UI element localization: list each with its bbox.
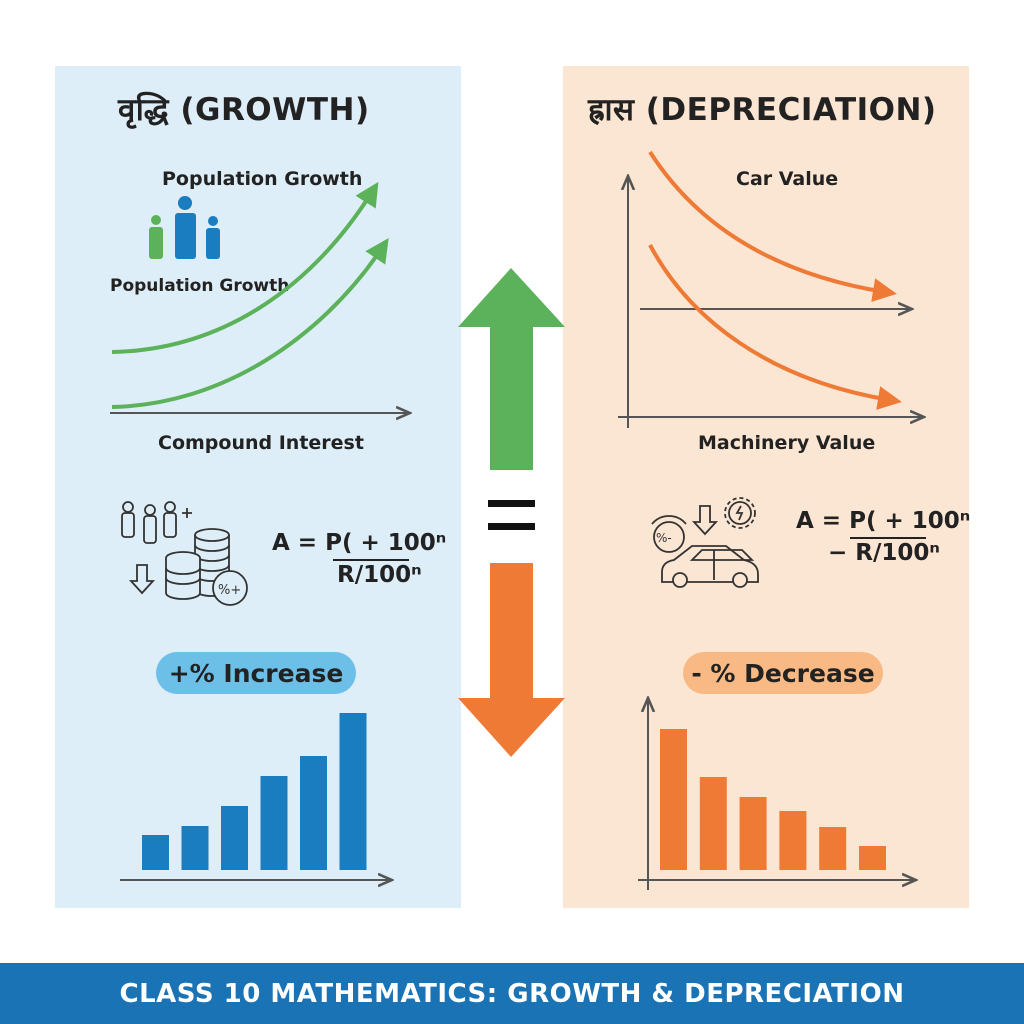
svg-text:%+: %+ — [218, 583, 241, 598]
up-arrow-icon — [458, 268, 565, 470]
growth-bar-chart — [142, 713, 367, 870]
bar-3 — [739, 797, 767, 870]
bar-4 — [779, 811, 807, 870]
bar-5 — [300, 756, 327, 870]
depreciation-panel — [563, 66, 969, 908]
percent-cycle-icon: %- — [651, 515, 687, 553]
footer-banner: CLASS 10 MATHEMATICS: GROWTH & DEPRECIAT… — [0, 963, 1024, 1024]
growth-formula-bar — [333, 559, 409, 561]
coin-stack-icon — [165, 528, 230, 600]
growth-icons: %+ — [121, 501, 248, 606]
growth-panel — [55, 66, 461, 908]
growth-curve-chart — [110, 181, 408, 413]
bar-6 — [859, 846, 886, 870]
depreciation-formula-bottom: − R/100ⁿ — [828, 540, 940, 566]
depreciation-formula-bar — [850, 537, 926, 539]
growth-label-top: Population Growth — [162, 168, 363, 190]
equals-icon — [488, 500, 535, 530]
depreciation-formula-top: A = P( + 100ⁿ — [796, 508, 971, 534]
bar-1 — [142, 835, 169, 870]
down-arrow-icon — [128, 564, 156, 595]
growth-formula-bottom: R/100ⁿ — [337, 562, 422, 588]
people-icon — [149, 196, 220, 259]
percent-badge-icon: %+ — [212, 570, 248, 606]
machinery-value-curve — [648, 244, 902, 410]
growth-curve-2 — [111, 238, 389, 409]
growth-formula-top: A = P( + 100ⁿ — [272, 530, 447, 556]
car-value-curve — [648, 150, 897, 302]
depreciation-label-top: Car Value — [736, 168, 839, 190]
growth-label-mid: Population Growth — [110, 276, 290, 296]
car-icon — [661, 545, 759, 588]
bar-2 — [181, 826, 209, 870]
depreciation-axis-label: Machinery Value — [698, 432, 876, 454]
decrease-pill: - % Decrease — [683, 652, 883, 694]
depreciation-curve-chart — [618, 150, 922, 428]
svg-text:%-: %- — [656, 531, 672, 545]
down-arrow-large-icon — [458, 563, 565, 757]
bar-1 — [660, 729, 687, 870]
bar-3 — [221, 806, 248, 870]
gear-icon — [724, 497, 756, 529]
depreciation-icons: %- — [651, 497, 759, 588]
depreciation-bar-chart — [660, 729, 886, 870]
down-arrow-icon — [691, 505, 719, 536]
bar-5 — [819, 827, 847, 870]
outline-people-icon — [121, 501, 192, 544]
growth-title: वृद्धि (GROWTH) — [118, 92, 370, 128]
bar-2 — [699, 777, 727, 870]
depreciation-title: ह्रास (DEPRECIATION) — [588, 92, 937, 128]
bar-6 — [339, 713, 367, 870]
growth-axis-label: Compound Interest — [158, 432, 364, 454]
growth-curve-1 — [111, 181, 379, 354]
bar-4 — [260, 776, 288, 870]
banner-text: CLASS 10 MATHEMATICS: GROWTH & DEPRECIAT… — [119, 978, 905, 1009]
increase-pill: +% Increase — [156, 652, 356, 694]
